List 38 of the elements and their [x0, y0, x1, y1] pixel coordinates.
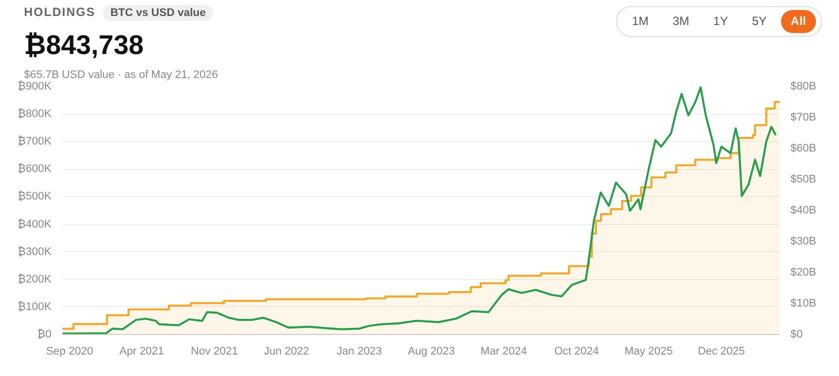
- x-tick-label: May 2025: [624, 346, 673, 358]
- y-tick-label: ₿900K: [18, 80, 52, 92]
- x-tick-label: Nov 2021: [190, 346, 238, 358]
- y2-tick-label: $20B: [790, 266, 816, 278]
- y-tick-label: ₿500K: [18, 190, 52, 203]
- text: 1M: [630, 13, 650, 30]
- y2-tick-label: $30B: [790, 236, 816, 248]
- x-tick-label: Dec 2025: [698, 346, 745, 358]
- text: All: [780, 10, 816, 34]
- text: 3M: [672, 13, 690, 30]
- y2-tick-label: $50B: [790, 174, 816, 186]
- x-tick-label: Jan 2023: [336, 346, 382, 358]
- chart-title: HOLDINGS: [24, 5, 96, 19]
- chart-subtitle: BTC vs USD value: [103, 5, 213, 21]
- x-tick-label: Apr 2021: [119, 346, 164, 358]
- y2-tick-label: $80B: [790, 80, 816, 92]
- y-tick-label: ₿0: [37, 328, 52, 340]
- text: 1Y: [712, 13, 729, 30]
- y-tick-label: ₿100K: [18, 300, 52, 313]
- x-tick-label: Oct 2024: [554, 346, 599, 358]
- y-tick-label: ₿800K: [18, 108, 52, 120]
- y2-tick-label: $0: [790, 328, 803, 340]
- y-tick-label: ₿300K: [18, 246, 52, 258]
- y2-tick-label: $70B: [790, 112, 816, 124]
- y2-tick-label: $10B: [790, 298, 816, 310]
- y2-tick-label: $60B: [790, 142, 816, 154]
- y2-tick-label: $40B: [790, 204, 816, 216]
- x-tick-label: Jun 2022: [264, 346, 310, 358]
- text: 5Y: [750, 13, 768, 30]
- y-tick-label: ₿700K: [18, 136, 52, 148]
- x-tick-label: Aug 2023: [408, 346, 455, 358]
- text: $65.7B USD value · as of May 21, 2026: [24, 69, 218, 82]
- y-tick-label: ₿600K: [18, 163, 52, 176]
- y-tick-label: ₿200K: [18, 273, 52, 286]
- y-tick-label: ₿400K: [18, 218, 52, 230]
- x-tick-label: Mar 2024: [480, 346, 528, 358]
- x-tick-label: Sep 2020: [46, 346, 94, 358]
- text: ₿843,738: [24, 30, 144, 60]
